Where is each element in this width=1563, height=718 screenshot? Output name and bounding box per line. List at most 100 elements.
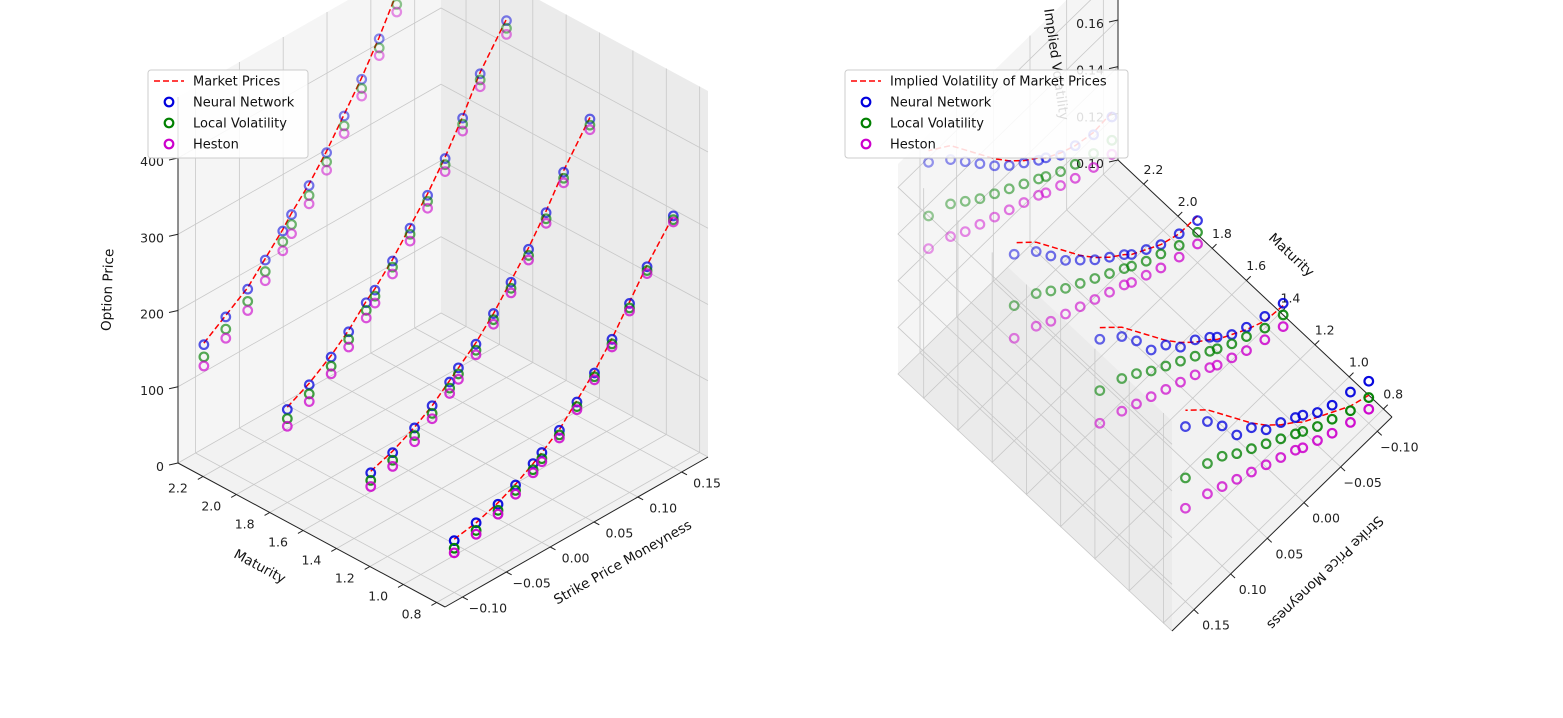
y-tick-label: 1.4 (301, 552, 321, 567)
neural-network-point (1326, 399, 1338, 411)
local-volatility-point (1003, 183, 1015, 195)
local-volatility-point (369, 290, 381, 302)
neural-network-point (1275, 417, 1287, 428)
heston-point (959, 226, 971, 238)
x-tick-label: 0.00 (1312, 511, 1340, 526)
local-volatility-point (510, 485, 521, 496)
z-tick-label: 300 (140, 230, 164, 245)
local-volatility-point (426, 407, 438, 419)
heston-point (1060, 308, 1071, 320)
heston-point (373, 50, 385, 61)
y-tick-label: 2.0 (1178, 194, 1198, 209)
z-tick (168, 233, 179, 237)
y-tick-label: 1.6 (268, 534, 288, 549)
neural-network-point (1003, 160, 1015, 171)
heston-point (286, 228, 297, 240)
legend-label: Implied Volatility of Market Prices (890, 75, 1107, 90)
local-volatility-point (409, 430, 420, 441)
local-volatility-point (1055, 166, 1066, 177)
neural-network-point (1118, 249, 1130, 261)
x-tick-label: 0.15 (1202, 618, 1230, 633)
y-tick (397, 584, 404, 588)
floor-pane (898, 160, 1392, 631)
legend-label: Heston (193, 138, 239, 153)
x-tick-label: −0.10 (1380, 439, 1418, 454)
local-volatility-point (1030, 288, 1042, 299)
heston-point (1216, 481, 1228, 492)
heston-point (369, 297, 381, 309)
legend-marker-swatch (163, 96, 175, 108)
local-volatility-point (1241, 331, 1252, 342)
z-tick-label: 100 (140, 383, 164, 398)
heston-point (989, 211, 1000, 223)
neural-network-point (387, 255, 398, 267)
heston-point (505, 287, 517, 299)
legend-label: Neural Network (890, 96, 992, 111)
local-volatility-point (989, 188, 1000, 200)
neural-network-point (989, 160, 1000, 172)
y-tick (364, 566, 371, 570)
local-volatility-point (1226, 338, 1238, 350)
local-volatility-point (492, 504, 504, 516)
neural-network-point (1180, 421, 1191, 432)
heston-point (1055, 180, 1066, 191)
local-volatility-point (1089, 273, 1101, 284)
local-volatility-point (444, 382, 456, 394)
x-tick-label: −0.10 (469, 600, 507, 615)
heston-point (492, 508, 504, 520)
z-tick (168, 386, 179, 390)
z-tick-label: 0 (156, 459, 164, 474)
heston-point (1045, 315, 1057, 327)
x-tick-label: 0.05 (605, 525, 633, 540)
local-volatility-point (1175, 355, 1186, 367)
market-price-curve (1099, 305, 1284, 344)
legend-label: Heston (890, 138, 936, 153)
y-tick (431, 602, 437, 606)
y-tick-label: 1.4 (1281, 290, 1301, 305)
local-volatility-point (1173, 240, 1185, 251)
local-volatility-point (1118, 263, 1130, 275)
legend-marker-swatch (860, 138, 872, 150)
z-tick (1108, 66, 1119, 70)
local-volatility-point (1008, 300, 1020, 312)
legend: Implied Volatility of Market Prices Neura… (844, 69, 1129, 159)
neural-network-point (1160, 339, 1172, 351)
heston-point (1155, 262, 1167, 274)
heston-point (1116, 405, 1128, 417)
neural-network-point (523, 243, 534, 255)
heston-point (426, 413, 438, 425)
z-gridline (177, 83, 709, 235)
y-tick-label: 1.0 (368, 588, 388, 603)
x-tick (1266, 537, 1273, 543)
heston-point (1140, 269, 1152, 281)
gridlines (897, 0, 1384, 632)
y-tick (1383, 404, 1389, 410)
local-volatility-point (1192, 226, 1203, 238)
heston-point (457, 125, 469, 137)
y-tick-label: 1.8 (235, 516, 255, 531)
heston-point (391, 6, 403, 18)
neural-network-point (1189, 334, 1201, 346)
y-tick-label: 1.0 (1349, 355, 1369, 370)
implied-volatility-chart: −0.10 −0.05 0.00 0.05 0.10 0.15 0.8 1.0 1.2 1.4 1.… (844, 0, 1419, 633)
neural-network-point (369, 284, 381, 296)
neural-network-point (584, 113, 596, 125)
neural-network-point (1140, 244, 1152, 255)
heston-point (387, 268, 398, 280)
z-gridline (897, 159, 1173, 632)
local-volatility-point (439, 159, 451, 171)
heston-point (470, 528, 482, 540)
heston-point (1089, 294, 1101, 305)
heston-point (606, 341, 618, 353)
neural-network-point (1260, 424, 1272, 436)
data-layer (198, 0, 679, 559)
y-tick (197, 476, 204, 480)
neural-network-point (488, 308, 499, 319)
local-volatility-point (457, 118, 469, 130)
local-volatility-point (1326, 413, 1338, 425)
y-tick (1246, 275, 1252, 281)
heston-point (448, 547, 460, 559)
x-tick (549, 546, 556, 551)
legend: Market Prices Neural Network Local Volatil… (147, 69, 309, 159)
y-tick (230, 494, 237, 498)
